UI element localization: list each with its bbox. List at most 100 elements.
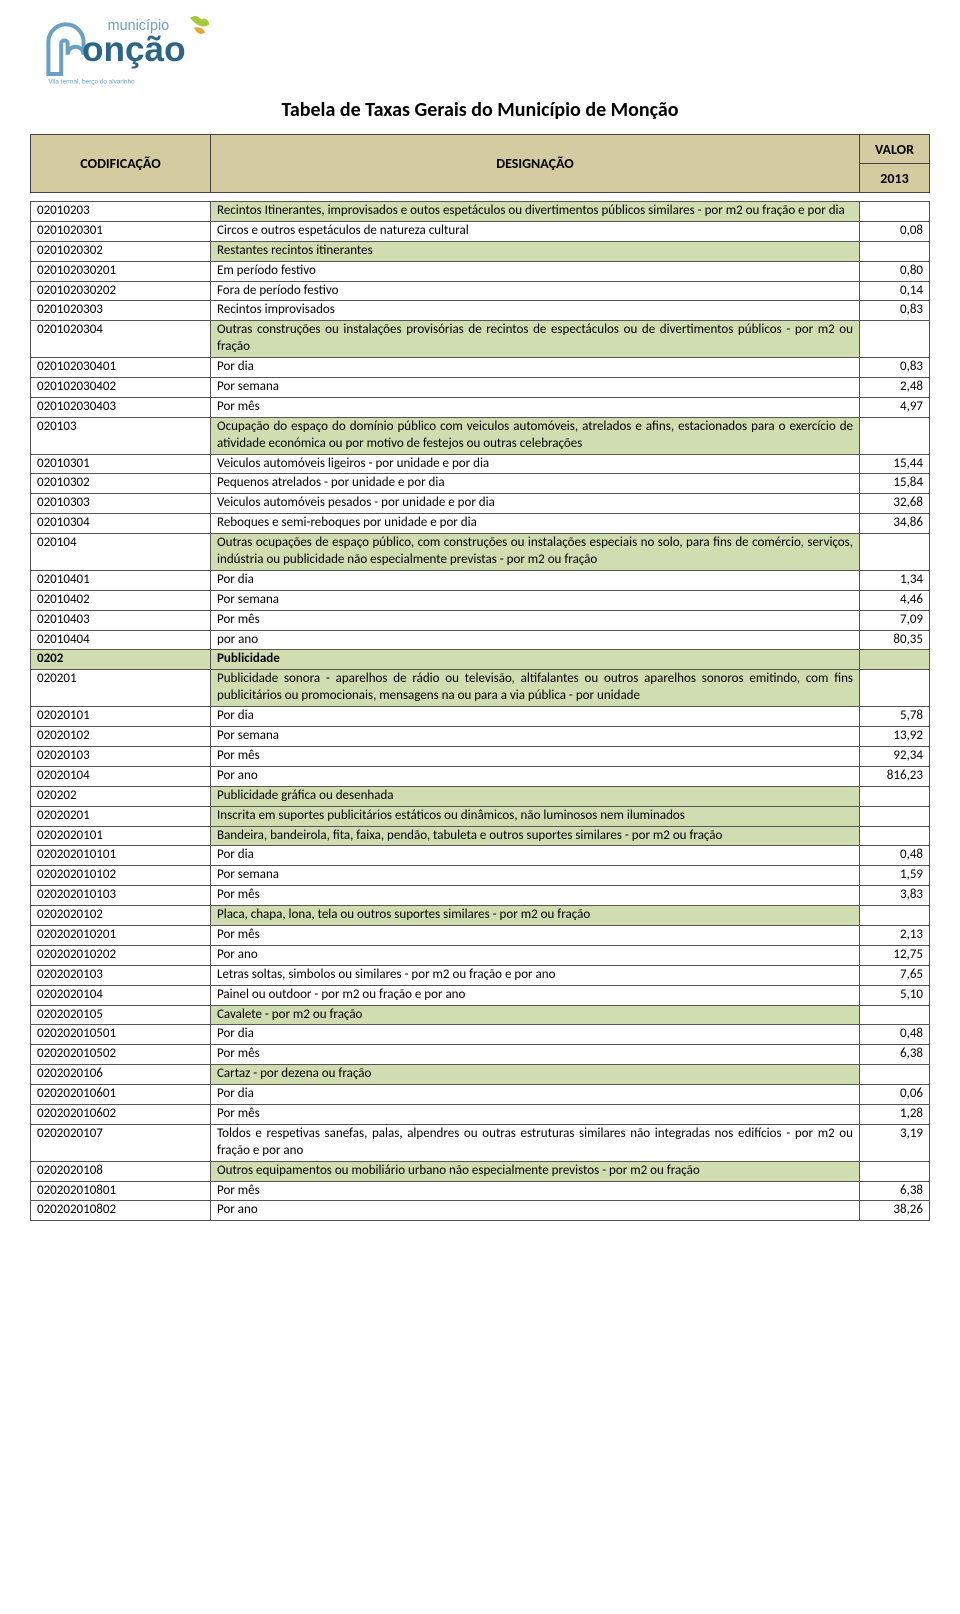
cell-value: 1,34 — [860, 570, 930, 590]
cell-value: 38,26 — [860, 1201, 930, 1221]
logo-leaf-icon — [190, 16, 209, 27]
cell-code: 020202010202 — [31, 945, 211, 965]
cell-value — [860, 1161, 930, 1181]
table-row: 020103Ocupação do espaço do domínio públ… — [31, 417, 930, 454]
table-row: 020104Outras ocupações de espaço público… — [31, 534, 930, 571]
cell-value: 34,86 — [860, 514, 930, 534]
cell-code: 020202010103 — [31, 886, 211, 906]
cell-desc: Painel ou outdoor - por m2 ou fração e p… — [211, 985, 860, 1005]
cell-desc: Por dia — [211, 1085, 860, 1105]
cell-value: 2,13 — [860, 925, 930, 945]
cell-code: 02010301 — [31, 454, 211, 474]
cell-code: 020202010802 — [31, 1201, 211, 1221]
table-row: 020202010202Por ano12,75 — [31, 945, 930, 965]
cell-value: 92,34 — [860, 746, 930, 766]
cell-desc: por ano — [211, 630, 860, 650]
cell-value: 0,08 — [860, 221, 930, 241]
cell-desc: Por semana — [211, 378, 860, 398]
cell-value: 32,68 — [860, 494, 930, 514]
cell-value: 7,09 — [860, 610, 930, 630]
cell-code: 0202 — [31, 650, 211, 670]
cell-desc: Cavalete - por m2 ou fração — [211, 1005, 860, 1025]
cell-code: 0202020106 — [31, 1065, 211, 1085]
table-row: 0202020106Cartaz - por dezena ou fração — [31, 1065, 930, 1085]
cell-value: 13,92 — [860, 727, 930, 747]
cell-value: 3,83 — [860, 886, 930, 906]
logo-main-text: onção — [82, 30, 186, 69]
cell-value: 6,38 — [860, 1181, 930, 1201]
cell-code: 02020101 — [31, 707, 211, 727]
cell-code: 020201 — [31, 670, 211, 707]
cell-code: 0201020304 — [31, 321, 211, 358]
table-row: 0202020104Painel ou outdoor - por m2 ou … — [31, 985, 930, 1005]
cell-value — [860, 534, 930, 571]
cell-desc: Em período festivo — [211, 261, 860, 281]
cell-code: 02010302 — [31, 474, 211, 494]
cell-code: 020202010102 — [31, 866, 211, 886]
cell-value — [860, 786, 930, 806]
cell-desc: Por ano — [211, 945, 860, 965]
table-row: 020202010103Por mês3,83 — [31, 886, 930, 906]
cell-code: 02010404 — [31, 630, 211, 650]
cell-desc: Publicidade sonora - aparelhos de rádio … — [211, 670, 860, 707]
table-row: 020202010502Por mês6,38 — [31, 1045, 930, 1065]
cell-code: 0202020103 — [31, 965, 211, 985]
cell-value: 0,83 — [860, 358, 930, 378]
table-row: 0202Publicidade — [31, 650, 930, 670]
table-row: 020202010501Por dia0,48 — [31, 1025, 930, 1045]
cell-desc: Publicidade gráfica ou desenhada — [211, 786, 860, 806]
cell-code: 0202020105 — [31, 1005, 211, 1025]
cell-desc: Por mês — [211, 886, 860, 906]
table-row: 0202020101Bandeira, bandeirola, fita, fa… — [31, 826, 930, 846]
cell-code: 020202010501 — [31, 1025, 211, 1045]
table-row: 02010304Reboques e semi-reboques por uni… — [31, 514, 930, 534]
cell-value: 5,78 — [860, 707, 930, 727]
table-row: 020202010201Por mês2,13 — [31, 925, 930, 945]
table-row: 020202010102Por semana1,59 — [31, 866, 930, 886]
table-row: 020202010802Por ano38,26 — [31, 1201, 930, 1221]
table-row: 02010401Por dia1,34 — [31, 570, 930, 590]
cell-desc: Por semana — [211, 727, 860, 747]
table-row: 020202010601Por dia0,06 — [31, 1085, 930, 1105]
cell-desc: Toldos e respetivas sanefas, palas, alpe… — [211, 1124, 860, 1161]
cell-value — [860, 806, 930, 826]
cell-desc: Por mês — [211, 746, 860, 766]
cell-code: 0202020101 — [31, 826, 211, 846]
cell-value: 0,48 — [860, 1025, 930, 1045]
table-row: 02010301Veiculos automóveis ligeiros - p… — [31, 454, 930, 474]
cell-code: 020102030202 — [31, 281, 211, 301]
table-row: 0201020302Restantes recintos itinerantes — [31, 241, 930, 261]
cell-desc: Inscrita em suportes publicitários estát… — [211, 806, 860, 826]
table-row: 020202Publicidade gráfica ou desenhada — [31, 786, 930, 806]
cell-value: 0,48 — [860, 846, 930, 866]
data-table: 02010203Recintos Itinerantes, improvisad… — [30, 201, 930, 1221]
table-row: 020202010801Por mês6,38 — [31, 1181, 930, 1201]
cell-value: 3,19 — [860, 1124, 930, 1161]
cell-code: 0202020108 — [31, 1161, 211, 1181]
cell-value — [860, 417, 930, 454]
cell-desc: Outras construções ou instalações provis… — [211, 321, 860, 358]
table-row: 0202020105Cavalete - por m2 ou fração — [31, 1005, 930, 1025]
cell-desc: Bandeira, bandeirola, fita, faixa, pendã… — [211, 826, 860, 846]
table-row: 02020102Por semana13,92 — [31, 727, 930, 747]
table-row: 020102030402Por semana2,48 — [31, 378, 930, 398]
cell-desc: Veiculos automóveis ligeiros - por unida… — [211, 454, 860, 474]
cell-desc: Publicidade — [211, 650, 860, 670]
cell-value — [860, 826, 930, 846]
logo-m-icon — [48, 24, 83, 74]
cell-value — [860, 906, 930, 926]
cell-desc: Pequenos atrelados - por unidade e por d… — [211, 474, 860, 494]
cell-desc: Por dia — [211, 846, 860, 866]
cell-code: 02010203 — [31, 202, 211, 222]
cell-value: 80,35 — [860, 630, 930, 650]
cell-desc: Reboques e semi-reboques por unidade e p… — [211, 514, 860, 534]
cell-value: 15,84 — [860, 474, 930, 494]
cell-value: 6,38 — [860, 1045, 930, 1065]
table-row: 02020104Por ano816,23 — [31, 766, 930, 786]
cell-value: 7,65 — [860, 965, 930, 985]
cell-value — [860, 670, 930, 707]
cell-desc: Por mês — [211, 1104, 860, 1124]
cell-code: 020202010101 — [31, 846, 211, 866]
cell-code: 020202010601 — [31, 1085, 211, 1105]
cell-code: 02010303 — [31, 494, 211, 514]
